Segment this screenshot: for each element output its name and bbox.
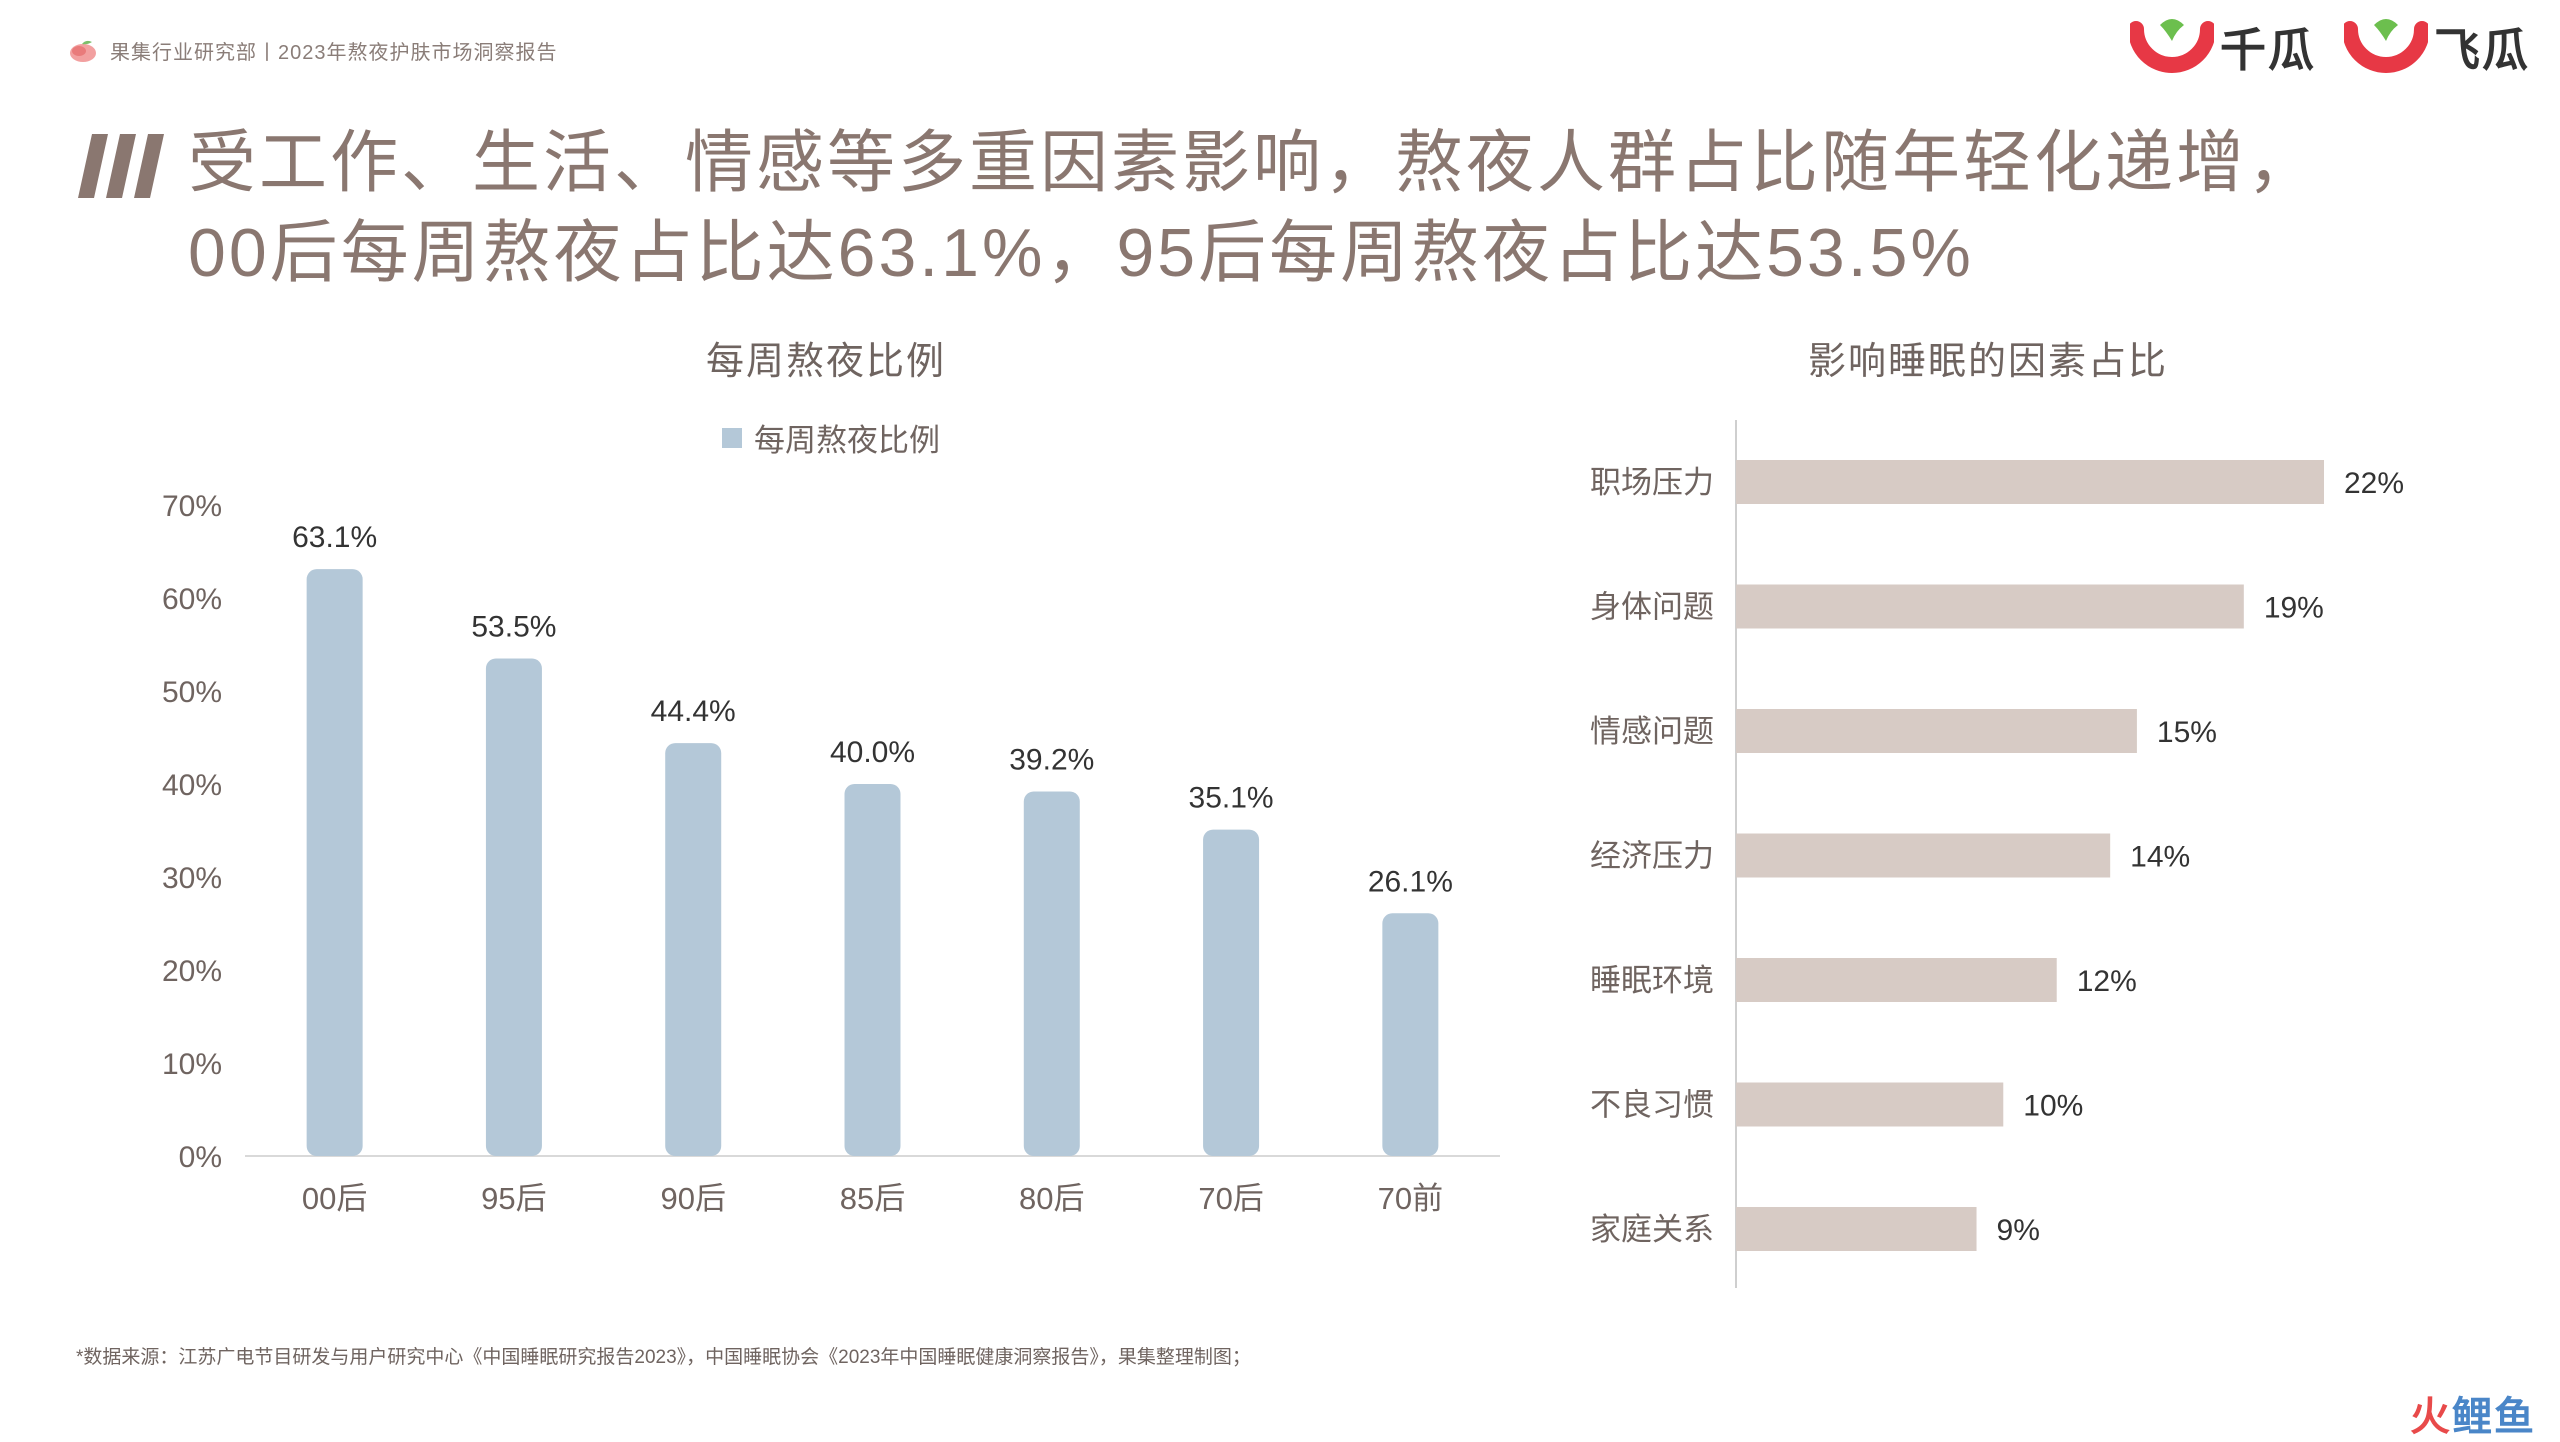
data-source-footnote: *数据来源：江苏广电节目研发与用户研究中心《中国睡眠研究报告2023》，中国睡眠… — [76, 1347, 1251, 1368]
x-category-label: 70后 — [1198, 1181, 1263, 1216]
weekly-chart-title: 每周熬夜比例 — [706, 341, 947, 383]
factors-chart-title: 影响睡眠的因素占比 — [1808, 341, 2169, 383]
header: 果集行业研究部丨2023年熬夜护肤市场洞察报告 — [68, 36, 558, 65]
y-tick-label: 50% — [162, 676, 222, 709]
hbar-value-label: 22% — [2344, 467, 2404, 500]
x-category-label: 00后 — [302, 1181, 367, 1216]
brand-feigua: 飞瓜 — [2344, 14, 2530, 80]
page-title: 受工作、生活、情感等多重因素影响，熬夜人群占比随年轻化递增， 00后每周熬夜占比… — [188, 118, 2488, 298]
bar-value-label: 35.1% — [1189, 782, 1274, 815]
y-category-label: 不良习惯 — [1590, 1088, 1714, 1123]
bar — [844, 784, 901, 1156]
bar-value-label: 26.1% — [1368, 865, 1453, 898]
y-tick-label: 40% — [162, 769, 222, 802]
corner-watermark: 火鲤鱼 — [2410, 1384, 2536, 1442]
x-category-label: 80后 — [1019, 1181, 1084, 1216]
corner-watermark-part2: 鲤鱼 — [2452, 1395, 2536, 1439]
brand-qiangua: 千瓜 — [2130, 14, 2316, 80]
y-category-label: 身体问题 — [1590, 590, 1714, 625]
hbar-value-label: 10% — [2023, 1090, 2083, 1123]
qiangua-logo-icon — [2130, 19, 2214, 73]
bar-value-label: 39.2% — [1009, 743, 1094, 776]
hbar-value-label: 19% — [2264, 592, 2324, 625]
feigua-logo-icon — [2344, 19, 2428, 73]
y-tick-label: 60% — [162, 583, 222, 616]
x-category-label: 85后 — [840, 1181, 905, 1216]
bar — [1382, 913, 1439, 1156]
hbar — [1736, 1082, 2004, 1127]
brand-feigua-name: 飞瓜 — [2434, 24, 2530, 76]
y-tick-label: 20% — [162, 955, 222, 988]
bar — [1203, 829, 1260, 1156]
hbar — [1736, 709, 2137, 753]
page-title-line2: 00后每周熬夜占比达63.1%，95后每周熬夜占比达53.5% — [188, 215, 1974, 291]
bar-value-label: 53.5% — [471, 610, 556, 643]
bar — [665, 743, 722, 1156]
hbar-value-label: 15% — [2157, 716, 2217, 749]
page-title-line1: 受工作、生活、情感等多重因素影响，熬夜人群占比随年轻化递增， — [188, 125, 2319, 201]
hbar — [1736, 958, 2057, 1002]
y-tick-label: 10% — [162, 1048, 222, 1081]
bar — [306, 569, 363, 1156]
legend-swatch — [722, 427, 742, 448]
legend-label: 每周熬夜比例 — [754, 423, 940, 458]
y-category-label: 家庭关系 — [1590, 1212, 1714, 1247]
weekly-chart-legend: 每周熬夜比例 — [722, 415, 940, 460]
bar-value-label: 63.1% — [292, 521, 377, 554]
hbar — [1736, 833, 2111, 878]
bar-value-label: 40.0% — [830, 736, 915, 769]
bar — [1023, 791, 1080, 1156]
x-category-label: 70前 — [1378, 1181, 1443, 1216]
x-category-label: 90后 — [660, 1181, 725, 1216]
corner-watermark-part1: 火 — [2410, 1395, 2452, 1439]
y-tick-label: 70% — [162, 490, 222, 523]
y-tick-label: 0% — [179, 1141, 222, 1174]
y-tick-label: 30% — [162, 862, 222, 895]
peach-logo-icon — [70, 40, 96, 62]
bar-value-label: 44.4% — [651, 695, 736, 728]
title-stripes-icon — [78, 134, 164, 198]
hbar — [1736, 584, 2244, 629]
y-category-label: 睡眠环境 — [1590, 963, 1714, 998]
hbar-value-label: 14% — [2130, 841, 2190, 874]
brand-logos: 千瓜 飞瓜 — [2130, 14, 2530, 80]
y-category-label: 职场压力 — [1590, 465, 1714, 500]
brand-qiangua-name: 千瓜 — [2220, 24, 2316, 76]
hbar-value-label: 12% — [2077, 965, 2137, 998]
bar — [485, 658, 542, 1156]
x-category-label: 95后 — [481, 1181, 546, 1216]
y-category-label: 情感问题 — [1590, 714, 1714, 749]
hbar — [1736, 1207, 1977, 1251]
y-category-label: 经济压力 — [1590, 839, 1714, 874]
header-org-text: 果集行业研究部丨2023年熬夜护肤市场洞察报告 — [110, 42, 558, 64]
hbar-value-label: 9% — [1997, 1214, 2040, 1247]
hbar — [1736, 460, 2324, 504]
